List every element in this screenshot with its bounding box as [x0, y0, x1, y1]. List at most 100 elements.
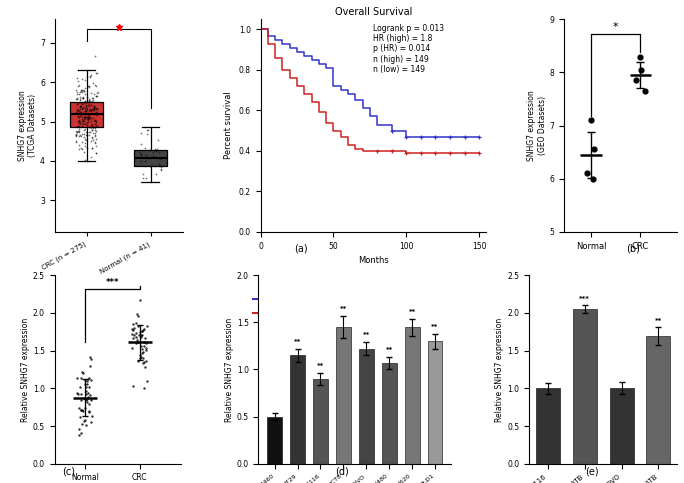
Point	[81, 115, 92, 123]
Point	[90, 92, 101, 100]
Bar	[336, 327, 351, 464]
Point	[78, 103, 89, 111]
Point	[90, 70, 101, 77]
Point	[90, 104, 101, 112]
Point	[85, 418, 96, 426]
Point	[89, 102, 100, 110]
Text: (d): (d)	[335, 466, 349, 476]
Point	[74, 431, 85, 439]
Point	[79, 97, 90, 105]
Point	[91, 108, 102, 116]
Point	[83, 95, 94, 102]
Point	[90, 127, 101, 135]
Point	[133, 322, 144, 330]
Point	[90, 109, 101, 116]
Point	[75, 109, 86, 116]
Point	[137, 349, 148, 356]
Point	[83, 114, 94, 121]
Point	[73, 127, 83, 135]
Point	[73, 122, 83, 130]
Point	[90, 118, 101, 126]
Point	[83, 375, 94, 383]
Point	[89, 126, 100, 133]
Point	[131, 320, 142, 327]
Point	[151, 145, 162, 153]
Point	[128, 334, 139, 341]
Point	[76, 99, 87, 107]
Point	[77, 99, 88, 106]
Point	[73, 77, 83, 85]
Point	[136, 157, 147, 165]
Point	[86, 153, 96, 161]
Point	[81, 131, 92, 139]
Point	[85, 391, 96, 398]
Point	[92, 93, 103, 100]
Point	[86, 90, 96, 98]
Point	[83, 374, 94, 382]
Point	[75, 406, 86, 414]
Point	[148, 148, 159, 156]
Point	[86, 127, 97, 134]
Point	[155, 162, 166, 170]
Point	[86, 144, 97, 152]
Point	[72, 74, 83, 82]
Point	[92, 105, 103, 113]
Point	[81, 398, 92, 406]
Point	[76, 406, 87, 414]
Point	[128, 327, 139, 334]
Point	[156, 153, 167, 160]
Point	[88, 106, 99, 114]
Point	[73, 128, 84, 135]
Point	[81, 384, 92, 391]
Point	[73, 117, 84, 125]
Point	[150, 162, 161, 170]
Point	[74, 125, 85, 133]
Point	[136, 331, 147, 339]
Point	[85, 137, 96, 144]
Point	[91, 111, 102, 119]
Point	[88, 110, 99, 117]
Point	[91, 142, 102, 150]
Point	[81, 144, 92, 152]
Point	[75, 102, 86, 110]
Point	[75, 102, 86, 110]
Point	[74, 90, 85, 98]
Point	[142, 130, 153, 138]
Point	[85, 113, 96, 121]
Point	[72, 128, 83, 136]
Point	[90, 149, 101, 157]
Point	[70, 86, 81, 94]
Point	[139, 339, 150, 346]
Point	[75, 96, 86, 103]
Point	[86, 117, 96, 125]
Point	[81, 107, 92, 115]
Point	[85, 73, 96, 81]
Point	[86, 122, 97, 129]
Point	[140, 162, 150, 170]
PathPatch shape	[134, 150, 168, 166]
Point	[139, 358, 150, 366]
Point	[75, 118, 86, 126]
Point	[73, 117, 83, 125]
Point	[79, 87, 90, 95]
Point	[71, 100, 82, 108]
Point	[89, 117, 100, 125]
Point	[74, 108, 85, 115]
PathPatch shape	[70, 102, 103, 127]
Text: **: **	[363, 332, 370, 339]
Point	[81, 121, 92, 129]
Point	[72, 100, 83, 108]
Point	[75, 406, 86, 414]
Bar	[290, 355, 305, 464]
Point	[80, 98, 91, 105]
Point	[77, 94, 88, 101]
Point	[74, 82, 85, 89]
Point	[88, 103, 99, 111]
Point	[83, 115, 94, 123]
Point	[134, 328, 145, 336]
Point	[79, 142, 90, 150]
Point	[87, 96, 98, 104]
Point	[87, 109, 98, 116]
Point	[127, 344, 137, 352]
Point	[127, 325, 137, 333]
